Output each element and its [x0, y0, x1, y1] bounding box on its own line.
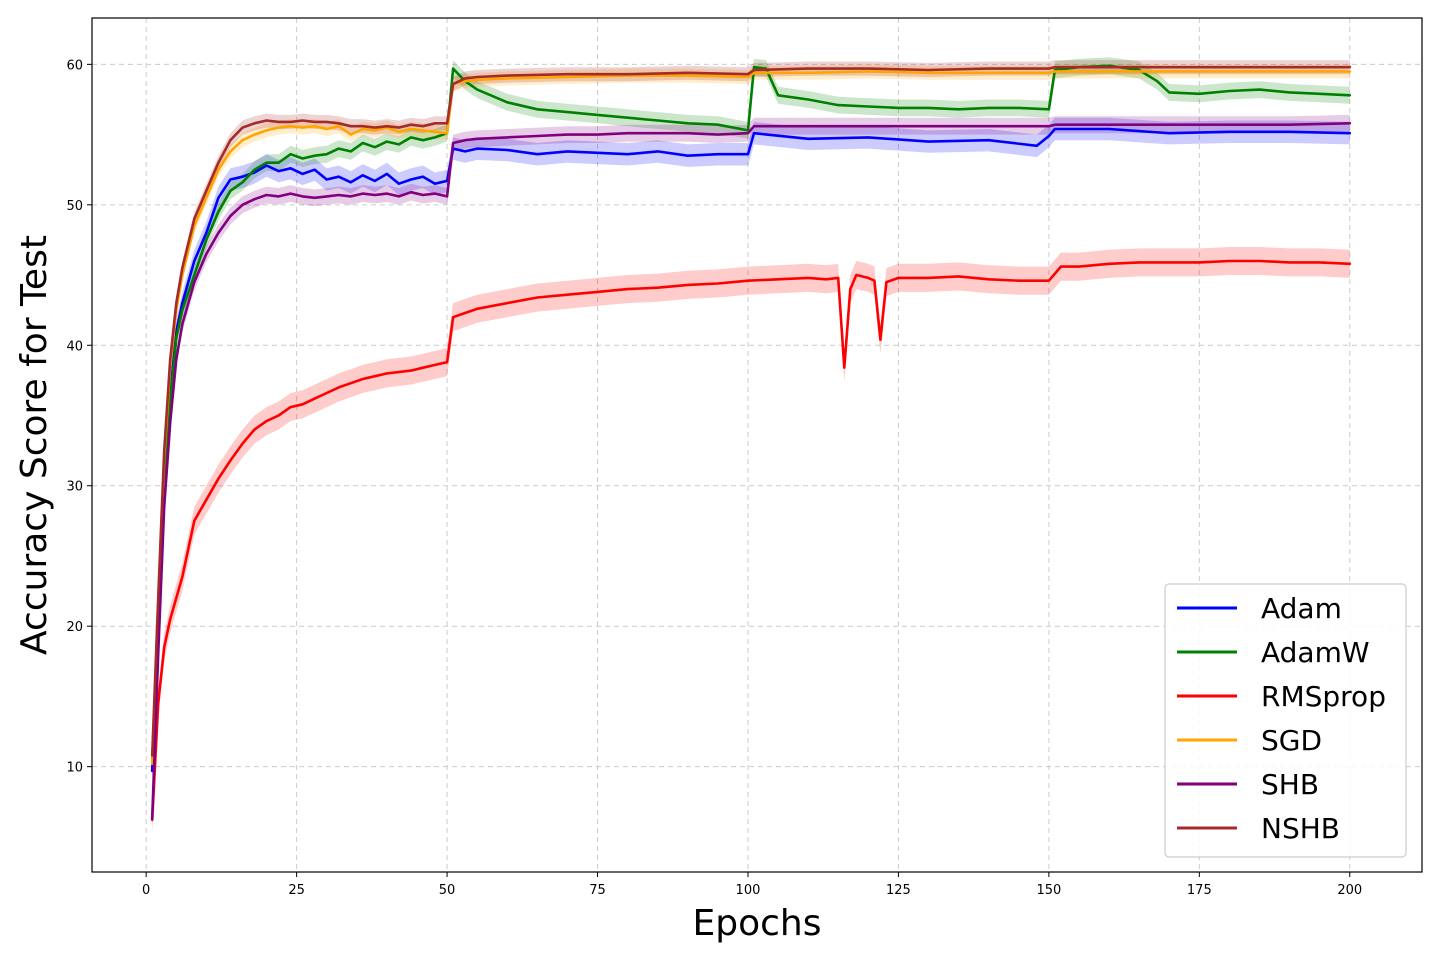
series-line-nshb	[150, 65, 1352, 757]
y-axis-label: Accuracy Score for Test	[14, 235, 55, 655]
axis-ticks: 0 25 50 75 100 125 150 175 200 10 20 30 40 50 60	[66, 58, 1362, 898]
x-tick-label: 75	[589, 883, 606, 898]
legend-label-adam: Adam	[1261, 592, 1342, 625]
y-tick-label: 30	[66, 480, 83, 495]
y-tick-label: 40	[66, 339, 83, 354]
x-tick-label: 50	[439, 883, 456, 898]
series-line-sgd	[150, 70, 1352, 766]
y-tick-label: 20	[66, 620, 83, 635]
x-tick-label: 125	[886, 883, 911, 898]
x-tick-label: 200	[1337, 883, 1362, 898]
y-tick-label: 60	[66, 58, 83, 73]
legend: Adam AdamW RMSprop SGD SHB NSHB	[1164, 583, 1407, 858]
x-axis-label: Epochs	[693, 903, 822, 944]
legend-label-shb: SHB	[1261, 768, 1319, 801]
x-tick-label: 150	[1036, 883, 1061, 898]
series-bands	[152, 57, 1350, 835]
x-tick-label: 25	[288, 883, 305, 898]
series-lines	[150, 64, 1352, 822]
series-line-rmsprop	[150, 259, 1352, 822]
legend-label-rmsprop: RMSprop	[1261, 680, 1386, 713]
legend-label-adamw: AdamW	[1261, 636, 1370, 669]
legend-label-nshb: NSHB	[1261, 812, 1340, 845]
series-line-shb	[150, 122, 1352, 820]
y-tick-label: 10	[66, 761, 83, 776]
y-tick-label: 50	[66, 199, 83, 214]
legend-label-sgd: SGD	[1261, 724, 1322, 757]
series-line-adamw	[150, 64, 1352, 761]
x-tick-label: 0	[142, 883, 150, 898]
x-tick-label: 100	[736, 883, 761, 898]
x-tick-label: 175	[1187, 883, 1212, 898]
plot-frame	[91, 17, 1423, 873]
series-line-adam	[150, 127, 1352, 773]
series-band-sgd	[152, 64, 1350, 771]
